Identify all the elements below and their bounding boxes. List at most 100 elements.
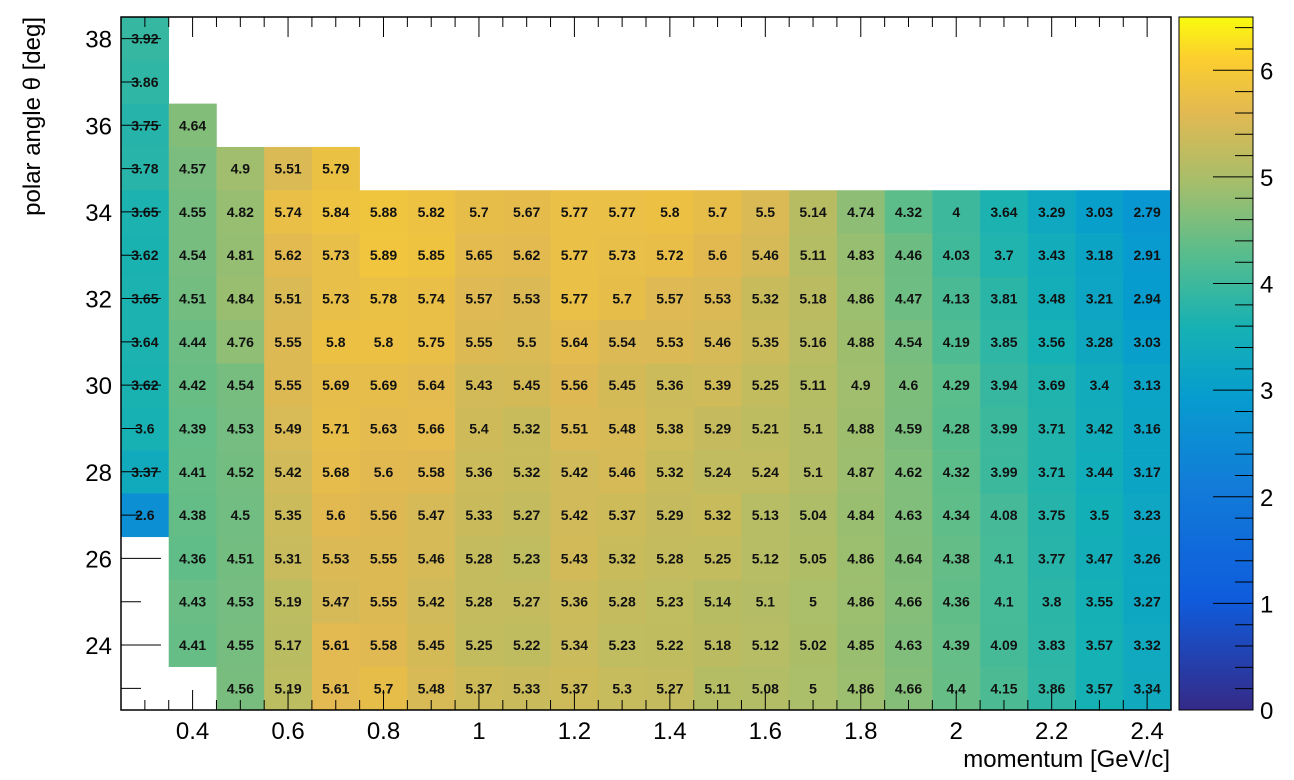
heatmap-cell (407, 536, 456, 581)
cell-value-label: 3.34 (1134, 680, 1161, 696)
cell-value-label: 5.8 (326, 334, 346, 350)
cell-value-label: 5.65 (465, 247, 492, 263)
cell-value-label: 5.42 (274, 464, 301, 480)
cell-value-label: 5.6 (326, 507, 346, 523)
x-tick-label: 1.4 (653, 718, 686, 745)
heatmap-cell (836, 190, 885, 234)
cell-value-label: 4.44 (179, 334, 206, 350)
cell-value-label: 4.36 (943, 594, 970, 610)
cell-value-label: 5.32 (704, 507, 731, 523)
cell-value-label: 4 (952, 204, 960, 220)
cell-value-label: 4.43 (179, 594, 206, 610)
heatmap-cell (1027, 276, 1076, 321)
heatmap-cell (598, 276, 647, 321)
heatmap-cell (1027, 233, 1076, 278)
heatmap-cell (550, 580, 599, 624)
cell-value-label: 4.55 (179, 204, 206, 220)
heatmap-cell (789, 493, 838, 538)
cell-value-label: 4.36 (179, 550, 206, 566)
cell-value-label: 5.78 (370, 291, 397, 307)
heatmap-cell (789, 450, 838, 494)
heatmap-cell (598, 536, 647, 581)
cell-value-label: 5.77 (609, 204, 636, 220)
cell-value-label: 5.16 (799, 334, 826, 350)
cell-value-label: 3.03 (1134, 334, 1161, 350)
y-tick-label: 24 (85, 633, 112, 660)
heatmap-cell (932, 363, 981, 408)
cell-value-label: 5.6 (374, 464, 394, 480)
cell-value-label: 5.28 (609, 594, 636, 610)
heatmap-cell (311, 190, 360, 234)
heatmap-cell (1075, 276, 1124, 321)
cell-value-label: 5.35 (274, 507, 301, 523)
colorbar-tick-label: 2 (1260, 485, 1273, 512)
cell-value-label: 5.42 (418, 594, 445, 610)
cell-value-label: 5.55 (465, 334, 492, 350)
heatmap-cell (216, 493, 265, 538)
heatmap-cell (264, 450, 313, 494)
cell-value-label: 4.74 (847, 204, 874, 220)
heatmap-cell (1123, 320, 1172, 364)
cell-value-label: 3.85 (990, 334, 1017, 350)
heatmap-cell (550, 190, 599, 234)
heatmap-cell (932, 276, 981, 321)
x-axis-title: momentum [GeV/c] (963, 746, 1170, 773)
heatmap-cell (789, 406, 838, 451)
heatmap-cell (1075, 190, 1124, 234)
cell-value-label: 3.26 (1134, 550, 1161, 566)
cell-value-label: 5.55 (274, 377, 301, 393)
cell-value-label: 5.77 (561, 204, 588, 220)
cell-value-label: 4.54 (227, 377, 254, 393)
cell-value-label: 5.18 (799, 291, 826, 307)
cell-value-label: 3.64 (990, 204, 1017, 220)
cell-value-label: 3.57 (1086, 680, 1113, 696)
cell-value-label: 4.66 (895, 680, 922, 696)
cell-value-label: 5.48 (418, 680, 445, 696)
heatmap-cell (359, 536, 408, 581)
cell-value-label: 4.86 (847, 594, 874, 610)
heatmap-cell (455, 276, 504, 321)
heatmap-cell (741, 233, 790, 278)
cell-value-label: 4.03 (943, 247, 970, 263)
heatmap-cell (264, 233, 313, 278)
heatmap-cell (359, 580, 408, 624)
cell-value-label: 5.27 (513, 507, 540, 523)
heatmap-cell (311, 536, 360, 581)
cell-value-label: 5.36 (656, 377, 683, 393)
heatmap-cell (455, 536, 504, 581)
heatmap-cell (1123, 536, 1172, 581)
cell-value-label: 3.55 (1086, 594, 1113, 610)
cell-value-label: 5.53 (704, 291, 731, 307)
cell-value-label: 5.49 (274, 420, 301, 436)
cell-value-label: 3.4 (1090, 377, 1110, 393)
cell-value-label: 3.5 (1090, 507, 1110, 523)
heatmap-cell (550, 493, 599, 538)
heatmap-cell (884, 450, 933, 494)
heatmap-cell (836, 536, 885, 581)
cell-value-label: 5.08 (752, 680, 779, 696)
cell-value-label: 5.88 (370, 204, 397, 220)
heatmap-cell (932, 233, 981, 278)
cell-value-label: 5.34 (561, 637, 588, 653)
heatmap-cell (836, 233, 885, 278)
cell-value-label: 5.25 (704, 550, 731, 566)
y-tick-label: 38 (85, 27, 112, 54)
heatmap-cell (741, 580, 790, 624)
cell-value-label: 5.14 (799, 204, 826, 220)
cell-value-label: 4.81 (227, 247, 254, 263)
heatmap-cell (359, 493, 408, 538)
cell-value-label: 5.82 (418, 204, 445, 220)
cell-value-label: 5.54 (609, 334, 636, 350)
heatmap-cell (550, 536, 599, 581)
cell-value-label: 5.1 (803, 420, 823, 436)
cell-value-label: 4.66 (895, 594, 922, 610)
cell-value-label: 5.69 (322, 377, 349, 393)
cell-value-label: 3.18 (1086, 247, 1113, 263)
cell-value-label: 5.55 (274, 334, 301, 350)
heatmap-cell (980, 493, 1029, 538)
heatmap-cell (932, 536, 981, 581)
heatmap-cell (932, 190, 981, 234)
cell-value-label: 5.27 (513, 594, 540, 610)
heatmap-cell (1027, 623, 1076, 667)
cell-value-label: 4.82 (227, 204, 254, 220)
